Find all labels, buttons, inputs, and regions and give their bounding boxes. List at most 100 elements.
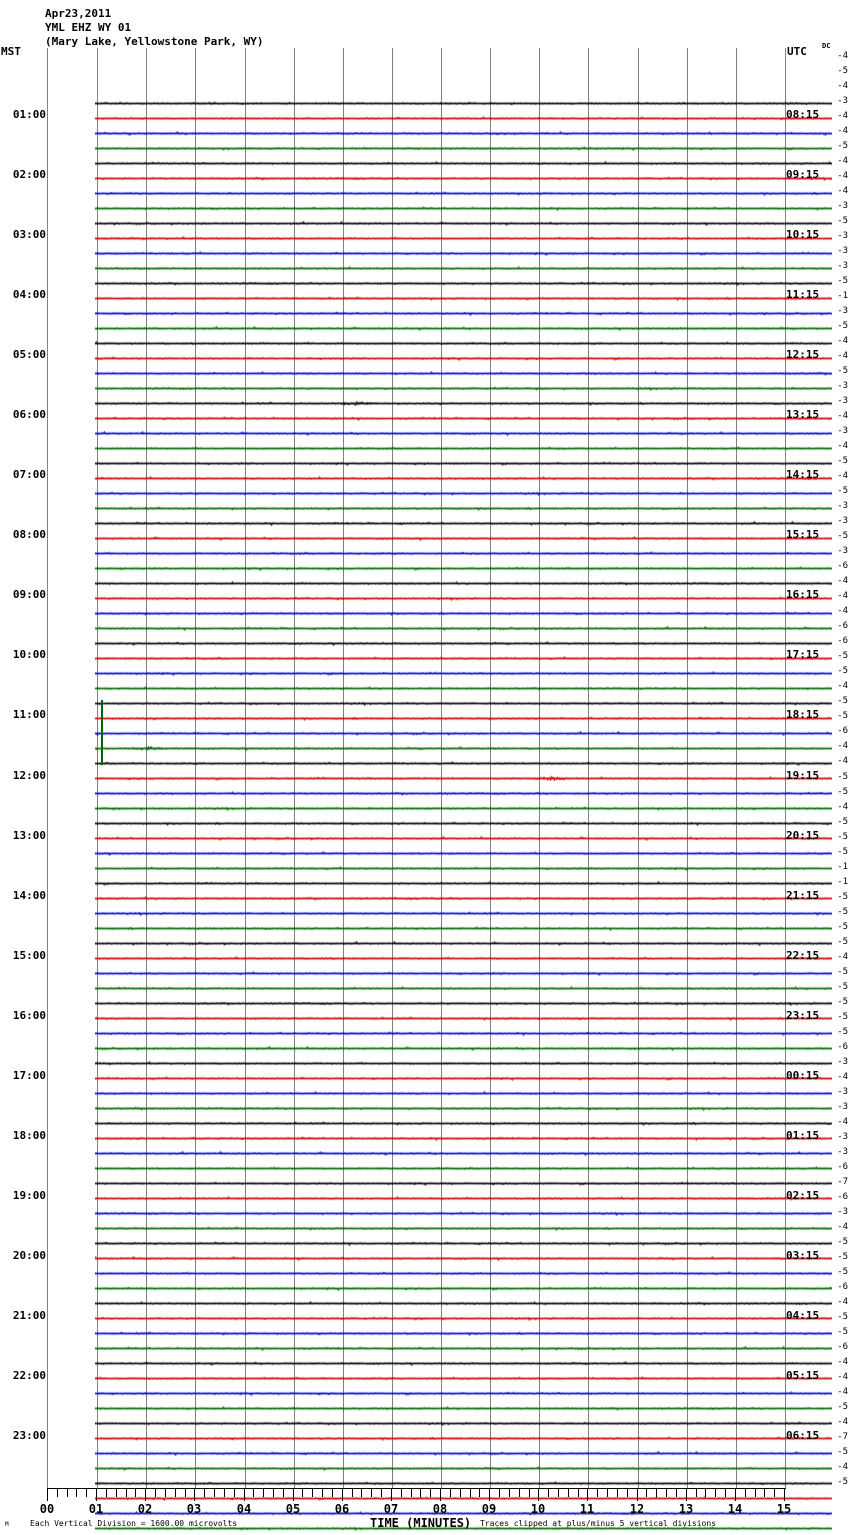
- dc-value: -4: [837, 951, 848, 962]
- x-tick-label: 10: [530, 1502, 546, 1516]
- x-tick-minor: [646, 1489, 647, 1497]
- dc-value: -7: [837, 1431, 848, 1442]
- dc-value: -5: [837, 786, 848, 797]
- seismic-trace: [95, 351, 832, 365]
- dc-value: -4: [837, 741, 848, 752]
- dc-value: -4: [837, 336, 848, 347]
- dc-value: -5: [837, 1251, 848, 1262]
- x-tick-major: [735, 1489, 736, 1501]
- seismic-trace: [95, 501, 832, 515]
- dc-value: -4: [837, 1116, 848, 1127]
- hour-label-utc: 21:15: [786, 888, 820, 902]
- hour-label-utc: 04:15: [786, 1308, 820, 1322]
- seismic-trace: [95, 817, 832, 830]
- dc-value: -1: [837, 861, 848, 872]
- dc-value: -4: [837, 1461, 848, 1472]
- seismic-trace: [95, 216, 832, 230]
- dc-value: -4: [837, 51, 848, 61]
- hour-label-mst: 23:00: [12, 1428, 46, 1442]
- x-tick-major: [440, 1489, 441, 1501]
- seismic-trace: [95, 156, 832, 170]
- seismic-trace: [95, 997, 832, 1011]
- x-tick-minor: [116, 1489, 117, 1497]
- dc-value: -5: [837, 1236, 848, 1247]
- dc-value: -3: [837, 1056, 848, 1067]
- dc-value: -3: [837, 1101, 848, 1112]
- seismic-trace: [95, 1477, 832, 1491]
- x-tick-minor: [135, 1489, 136, 1497]
- x-tick-minor: [224, 1489, 225, 1497]
- dc-value: -4: [837, 1386, 848, 1397]
- x-tick-minor: [165, 1489, 166, 1497]
- seismic-trace: [95, 1357, 832, 1371]
- hour-label-utc: 23:15: [786, 1008, 820, 1022]
- dc-value: -3: [837, 231, 848, 242]
- x-tick-major: [637, 1489, 638, 1501]
- x-tick-minor: [509, 1489, 510, 1497]
- seismic-trace: [95, 186, 832, 200]
- x-tick-label: 01: [88, 1502, 104, 1516]
- seismic-trace: [95, 786, 832, 800]
- x-tick-minor: [234, 1489, 235, 1497]
- header-location: (Mary Lake, Yellowstone Park, WY): [45, 35, 264, 48]
- x-tick-minor: [578, 1489, 579, 1497]
- seismic-trace: [95, 1237, 832, 1251]
- x-tick-minor: [755, 1489, 756, 1497]
- dc-value: -6: [837, 726, 848, 737]
- seismic-trace: [95, 937, 832, 951]
- x-tick-minor: [597, 1489, 598, 1497]
- seismic-trace: [95, 441, 832, 455]
- dc-value: -3: [837, 1086, 848, 1097]
- dc-value: -5: [837, 981, 848, 992]
- dc-value: -4: [837, 591, 848, 602]
- x-tick-minor: [666, 1489, 667, 1497]
- dc-value: -4: [837, 1371, 848, 1382]
- seismic-trace: [95, 96, 832, 110]
- hour-label-utc: 20:15: [786, 828, 820, 842]
- seismic-trace: [95, 832, 832, 845]
- x-tick-minor: [774, 1489, 775, 1497]
- seismic-trace: [95, 1057, 832, 1071]
- x-tick-major: [538, 1489, 539, 1501]
- x-tick-major: [784, 1489, 785, 1501]
- header-date: Apr23,2011: [45, 7, 112, 20]
- dc-value: -4: [837, 1221, 848, 1232]
- dc-value: -4: [837, 126, 848, 137]
- seismic-trace: [95, 261, 832, 275]
- dc-value: -6: [837, 1041, 848, 1052]
- x-tick-label: 11: [579, 1502, 595, 1516]
- x-tick-minor: [106, 1489, 107, 1497]
- x-tick-label: 07: [383, 1502, 399, 1516]
- seismic-trace: [95, 1372, 832, 1386]
- seismic-trace: [95, 711, 832, 725]
- x-tick-minor: [725, 1489, 726, 1497]
- hour-label-utc: 02:15: [786, 1188, 820, 1202]
- x-tick-minor: [214, 1489, 215, 1497]
- x-tick-major: [145, 1489, 146, 1501]
- dc-value: -5: [837, 651, 848, 662]
- seismic-trace: [95, 1417, 832, 1431]
- corner-mark: M: [5, 1521, 9, 1528]
- x-tick-major: [47, 1489, 48, 1501]
- dc-value: -1: [837, 876, 848, 887]
- dc-value: -1: [837, 291, 848, 302]
- x-tick-label: 13: [678, 1502, 694, 1516]
- seismic-trace: [95, 1342, 832, 1356]
- dc-value: -4: [837, 681, 848, 692]
- dc-value: -5: [837, 1476, 848, 1487]
- seismic-trace: [95, 591, 832, 605]
- dc-value: -5: [837, 921, 848, 932]
- dc-value: -4: [837, 471, 848, 482]
- hour-label-mst: 14:00: [12, 888, 46, 902]
- hour-label-mst: 10:00: [12, 648, 46, 662]
- x-axis-title: TIME (MINUTES): [370, 1516, 472, 1530]
- hour-label-utc: 19:15: [786, 768, 820, 782]
- dc-value: -5: [837, 996, 848, 1007]
- x-axis-line: [47, 1488, 786, 1489]
- seismic-trace: [95, 862, 832, 876]
- hour-label-mst: 06:00: [12, 408, 46, 422]
- dc-value: -5: [837, 771, 848, 782]
- dc-value: -3: [837, 1206, 848, 1217]
- seismic-trace: [95, 1267, 832, 1281]
- seismic-trace: [95, 381, 832, 395]
